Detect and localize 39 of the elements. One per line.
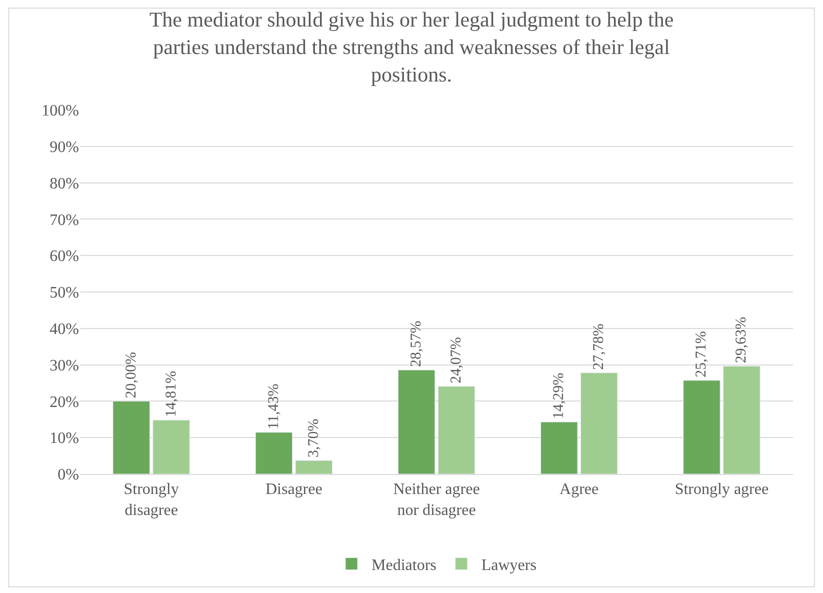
y-tick-label: 30% <box>50 357 79 374</box>
y-tick-label: 70% <box>50 212 79 229</box>
data-label: 3,70% <box>306 418 322 458</box>
bar <box>540 422 578 474</box>
data-label: 14,29% <box>551 372 568 419</box>
y-tick-label: 20% <box>50 394 79 411</box>
bar <box>723 366 760 474</box>
bar <box>255 432 293 474</box>
data-label: 14,81% <box>163 370 180 418</box>
y-tick-label: 80% <box>50 175 79 192</box>
chart-title: The mediator should give his or her legal judgment to help the parties understand the strengths and weaknesses of their legal positions. <box>149 8 674 86</box>
bar <box>152 420 190 474</box>
legend-label: Lawyers <box>481 556 536 574</box>
bar <box>398 370 436 474</box>
bar <box>295 460 332 474</box>
data-label: 24,07% <box>448 337 464 384</box>
bar <box>683 380 720 474</box>
legend-label: Mediators <box>372 556 436 574</box>
data-label: 20,00% <box>123 352 140 398</box>
y-tick-label: 60% <box>50 248 79 266</box>
y-tick-label: 40% <box>50 321 79 338</box>
y-tick-label: 90% <box>50 139 79 156</box>
data-label: 11,43% <box>266 384 282 430</box>
bar <box>580 372 618 474</box>
y-tick-label: 50% <box>50 284 79 302</box>
x-tick-label: Disagree <box>265 481 322 498</box>
x-tick-label: Neither agree nor disagree <box>393 481 480 519</box>
x-tick-label: Strongly disagree <box>124 481 179 519</box>
data-label: 27,78% <box>591 324 608 370</box>
y-tick-label: 100% <box>42 102 79 120</box>
data-label: 28,57% <box>408 320 425 368</box>
data-label: 25,71% <box>694 331 710 378</box>
y-tick-label: 0% <box>58 466 79 484</box>
bar <box>438 386 476 474</box>
y-tick-label: 10% <box>50 430 79 448</box>
bar <box>112 400 150 474</box>
x-tick-label: Agree <box>560 481 599 498</box>
data-label: 29,63% <box>734 316 750 364</box>
x-tick-label: Strongly agree <box>674 481 769 498</box>
